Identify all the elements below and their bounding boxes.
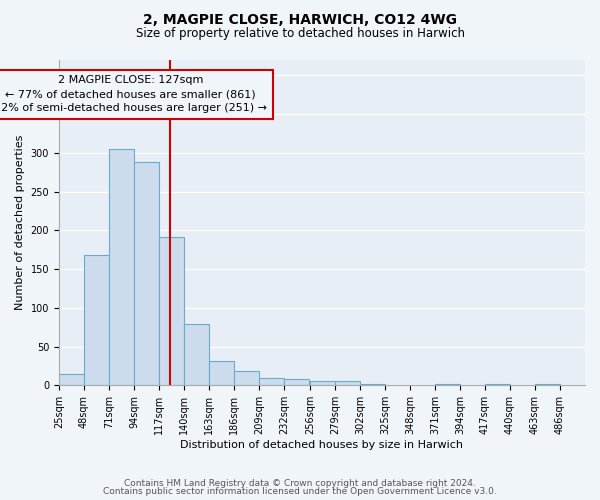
Text: Contains HM Land Registry data © Crown copyright and database right 2024.: Contains HM Land Registry data © Crown c…: [124, 478, 476, 488]
Bar: [109, 149, 134, 386]
Text: 2 MAGPIE CLOSE: 127sqm
← 77% of detached houses are smaller (861)
22% of semi-de: 2 MAGPIE CLOSE: 127sqm ← 77% of detached…: [0, 76, 267, 114]
Bar: [59, 374, 84, 386]
Bar: [435, 384, 460, 386]
Bar: [485, 384, 510, 386]
Bar: [209, 360, 234, 386]
Bar: [159, 238, 184, 386]
X-axis label: Distribution of detached houses by size in Harwich: Distribution of detached houses by size …: [181, 440, 463, 450]
Text: Size of property relative to detached houses in Harwich: Size of property relative to detached ho…: [136, 28, 464, 40]
Bar: [360, 384, 385, 386]
Bar: [335, 382, 360, 386]
Bar: [259, 378, 284, 386]
Bar: [134, 162, 159, 386]
Bar: [284, 379, 309, 386]
Text: 2, MAGPIE CLOSE, HARWICH, CO12 4WG: 2, MAGPIE CLOSE, HARWICH, CO12 4WG: [143, 12, 457, 26]
Bar: [184, 324, 209, 386]
Y-axis label: Number of detached properties: Number of detached properties: [15, 135, 25, 310]
Bar: [535, 384, 560, 386]
Bar: [84, 255, 109, 386]
Bar: [234, 370, 259, 386]
Text: Contains public sector information licensed under the Open Government Licence v3: Contains public sector information licen…: [103, 487, 497, 496]
Bar: [310, 382, 335, 386]
